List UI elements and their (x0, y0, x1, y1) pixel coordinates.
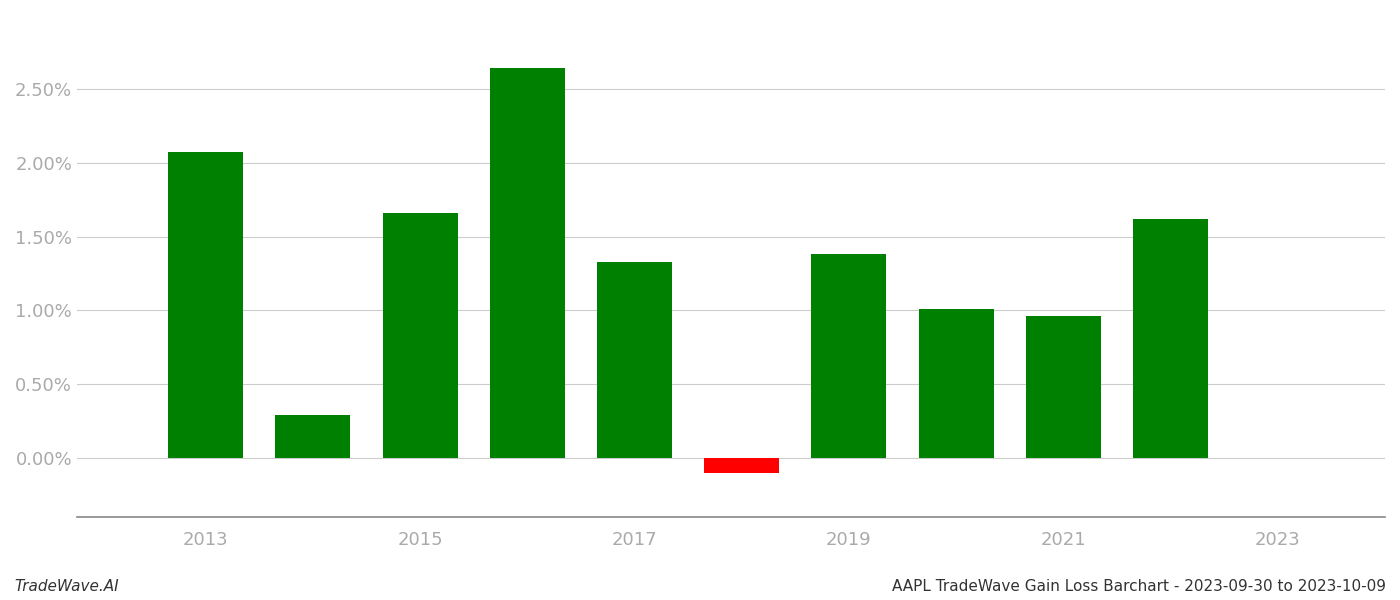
Bar (704, 458, 780, 473)
Bar (276, 415, 350, 458)
Bar (382, 213, 458, 458)
Bar (168, 152, 244, 458)
Text: AAPL TradeWave Gain Loss Barchart - 2023-09-30 to 2023-10-09: AAPL TradeWave Gain Loss Barchart - 2023… (892, 579, 1386, 594)
Bar (1026, 316, 1100, 458)
Bar (812, 254, 886, 458)
Bar (596, 262, 672, 458)
Bar (1133, 219, 1208, 458)
Text: TradeWave.AI: TradeWave.AI (14, 579, 119, 594)
Bar (490, 68, 564, 458)
Bar (918, 309, 994, 458)
